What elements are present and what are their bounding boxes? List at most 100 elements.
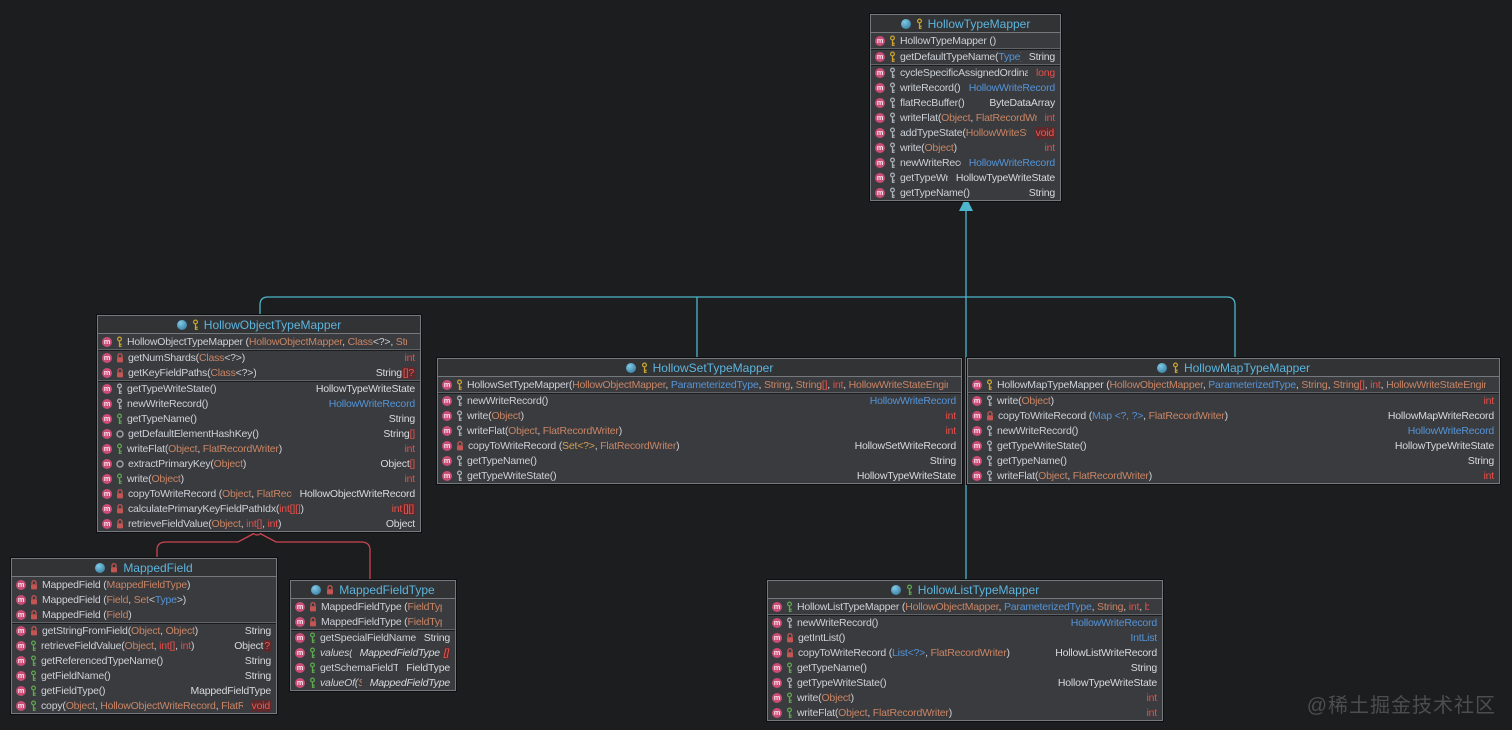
member-row-getDefaultElementHashKey[interactable]: m getDefaultElementHashKey() String[] — [98, 426, 420, 441]
member-row-newWriteRecord[interactable]: m newWriteRecord() HollowWriteRecord — [871, 155, 1060, 170]
member-row-write[interactable]: m write(Object) int — [871, 140, 1060, 155]
member-row-copy[interactable]: m copy(Object, HollowObjectWriteRecord, … — [12, 698, 276, 713]
member-row-extractPrimaryKey[interactable]: m extractPrimaryKey(Object) Object[] — [98, 456, 420, 471]
member-row-getTypeName[interactable]: m getTypeName() String — [768, 660, 1162, 675]
package-key-icon — [192, 319, 198, 330]
member-row-MappedField[interactable]: m MappedField (MappedFieldType) — [12, 577, 276, 592]
member-row-newWriteRecord[interactable]: m newWriteRecord() HollowWriteRecord — [438, 393, 961, 408]
member-return-type: IntList — [1130, 631, 1157, 644]
protected-key-icon — [889, 82, 896, 93]
member-row-HollowListTypeMapper[interactable]: m HollowListTypeMapper (HollowObjectMapp… — [768, 599, 1162, 615]
member-row-MappedField[interactable]: m MappedField (Field, Set<Type>) — [12, 592, 276, 607]
member-row-values[interactable]: m values() MappedFieldType [] — [291, 645, 455, 660]
member-row-write[interactable]: m write(Object) int — [98, 471, 420, 486]
class-box-HollowMapTypeMapper[interactable]: HollowMapTypeMapper m HollowMapTypeMappe… — [966, 357, 1501, 485]
member-row-retrieveFieldValue[interactable]: m retrieveFieldValue(Object, int[], int)… — [12, 638, 276, 653]
member-row-cycleSpecificAssignedOrdinalBits[interactable]: m cycleSpecificAssignedOrdinalBits () lo… — [871, 65, 1060, 80]
member-row-getSchemaFieldType[interactable]: m getSchemaFieldType() FieldType — [291, 660, 455, 675]
member-row-HollowTypeMapper[interactable]: m HollowTypeMapper () — [871, 33, 1060, 49]
class-title[interactable]: HollowObjectTypeMapper — [98, 316, 420, 334]
member-return-type: HollowMapWriteRecord — [1387, 409, 1494, 422]
member-row-getTypeName[interactable]: m getTypeName() String — [98, 411, 420, 426]
member-row-getTypeName[interactable]: m getTypeName() String — [968, 453, 1499, 468]
member-return-type: HollowListWriteRecord — [1055, 646, 1157, 659]
member-row-getFieldType[interactable]: m getFieldType() MappedFieldType — [12, 683, 276, 698]
member-return-type: int — [404, 442, 416, 455]
member-row-newWriteRecord[interactable]: m newWriteRecord() HollowWriteRecord — [968, 423, 1499, 438]
member-row-writeFlat[interactable]: m writeFlat(Object, FlatRecordWriter) in… — [871, 110, 1060, 125]
member-row-writeFlat[interactable]: m writeFlat(Object, FlatRecordWriter) in… — [438, 423, 961, 438]
member-row-getSpecialFieldName[interactable]: m getSpecialFieldName() String — [291, 630, 455, 645]
member-row-MappedFieldType[interactable]: m MappedFieldType (FieldType, String) — [291, 599, 455, 614]
class-title[interactable]: HollowTypeMapper — [871, 15, 1060, 33]
member-row-getReferencedTypeName[interactable]: m getReferencedTypeName() String — [12, 653, 276, 668]
member-row-flatRecBuffer[interactable]: m flatRecBuffer() ByteDataArray — [871, 95, 1060, 110]
method-icon: m — [16, 594, 26, 605]
class-box-MappedFieldType[interactable]: MappedFieldType m MappedFieldType (Field… — [289, 579, 457, 692]
member-row-write[interactable]: m write(Object) int — [768, 690, 1162, 705]
member-signature: getSpecialFieldName() — [320, 631, 416, 644]
member-row-getTypeWriteState[interactable]: m getTypeWriteState() HollowTypeWriteSta… — [98, 381, 420, 396]
member-row-writeFlat[interactable]: m writeFlat(Object, FlatRecordWriter) in… — [98, 441, 420, 456]
watermark: @稀土掘金技术社区 — [1306, 695, 1496, 717]
member-row-getFieldName[interactable]: m getFieldName() String — [12, 668, 276, 683]
member-row-getTypeWriteState[interactable]: m getTypeWriteState() HollowTypeWriteSta… — [871, 170, 1060, 185]
member-return-type: HollowTypeWriteState — [1394, 439, 1494, 452]
member-row-getIntList[interactable]: m getIntList() IntList — [768, 630, 1162, 645]
class-title[interactable]: HollowListTypeMapper — [768, 581, 1162, 599]
member-row-write[interactable]: m write(Object) int — [968, 393, 1499, 408]
member-row-HollowMapTypeMapper[interactable]: m HollowMapTypeMapper (HollowObjectMappe… — [968, 377, 1499, 393]
member-row-MappedFieldType[interactable]: m MappedFieldType (FieldType) — [291, 614, 455, 630]
member-return-type: void — [250, 699, 271, 712]
member-row-write[interactable]: m write(Object) int — [438, 408, 961, 423]
member-signature: writeFlat(Object, FlatRecordWriter) — [467, 424, 623, 437]
member-return-type: MappedFieldType [] — [359, 646, 450, 659]
member-row-getDefaultTypeName[interactable]: m getDefaultTypeName(Type) String — [871, 49, 1060, 65]
member-row-getTypeWriteState[interactable]: m getTypeWriteState() HollowTypeWriteSta… — [438, 468, 961, 483]
member-signature: copy(Object, HollowObjectWriteRecord, Fl… — [41, 699, 243, 712]
member-row-newWriteRecord[interactable]: m newWriteRecord() HollowWriteRecord — [768, 615, 1162, 630]
member-return-type: String — [423, 631, 450, 644]
protected-key-icon — [456, 410, 463, 421]
member-row-getTypeName[interactable]: m getTypeName() String — [871, 185, 1060, 200]
member-row-copyToWriteRecord[interactable]: m copyToWriteRecord (Map <?, ?>, FlatRec… — [968, 408, 1499, 423]
member-row-retrieveFieldValue[interactable]: m retrieveFieldValue(Object, int[], int)… — [98, 516, 420, 531]
member-row-addTypeState[interactable]: m addTypeState(HollowWriteStateEngine) v… — [871, 125, 1060, 140]
class-title[interactable]: HollowSetTypeMapper — [438, 359, 961, 377]
member-row-getKeyFieldPaths[interactable]: m getKeyFieldPaths(Class<?>) String[]? — [98, 365, 420, 381]
member-row-writeFlat[interactable]: m writeFlat(Object, FlatRecordWriter) in… — [968, 468, 1499, 483]
member-row-MappedField[interactable]: m MappedField (Field) — [12, 607, 276, 623]
class-title[interactable]: HollowMapTypeMapper — [968, 359, 1499, 377]
member-row-HollowObjectTypeMapper[interactable]: m HollowObjectTypeMapper (HollowObjectMa… — [98, 334, 420, 350]
class-box-MappedField[interactable]: MappedField m MappedField (MappedFieldTy… — [10, 557, 278, 715]
member-row-calculatePrimaryKeyFieldPathIdx[interactable]: m calculatePrimaryKeyFieldPathIdx(int[][… — [98, 501, 420, 516]
member-row-getNumShards[interactable]: m getNumShards(Class<?>) int — [98, 350, 420, 365]
member-row-getTypeWriteState[interactable]: m getTypeWriteState() HollowTypeWriteSta… — [968, 438, 1499, 453]
member-row-HollowSetTypeMapper[interactable]: m HollowSetTypeMapper(HollowObjectMapper… — [438, 377, 961, 393]
member-row-getStringFromField[interactable]: m getStringFromField(Object, Object) Str… — [12, 623, 276, 638]
class-box-HollowObjectTypeMapper[interactable]: HollowObjectTypeMapper m HollowObjectTyp… — [96, 314, 422, 533]
member-row-copyToWriteRecord[interactable]: m copyToWriteRecord (List<?>, FlatRecord… — [768, 645, 1162, 660]
class-title[interactable]: MappedField — [12, 559, 276, 577]
member-return-type: Object[] — [380, 457, 415, 470]
member-return-type: String — [929, 454, 956, 467]
member-row-copyToWriteRecord[interactable]: m copyToWriteRecord (Object, FlatRecordW… — [98, 486, 420, 501]
class-box-HollowTypeMapper[interactable]: HollowTypeMapper m HollowTypeMapper () m… — [869, 13, 1062, 202]
protected-key-icon — [889, 97, 896, 108]
member-row-writeRecord[interactable]: m writeRecord() HollowWriteRecord — [871, 80, 1060, 95]
member-row-newWriteRecord[interactable]: m newWriteRecord() HollowWriteRecord — [98, 396, 420, 411]
member-row-copyToWriteRecord[interactable]: m copyToWriteRecord (Set<?>, FlatRecordW… — [438, 438, 961, 453]
member-row-valueOf[interactable]: m valueOf(String) MappedFieldType — [291, 675, 455, 690]
member-signature: HollowMapTypeMapper (HollowObjectMapper,… — [997, 378, 1486, 391]
class-title[interactable]: MappedFieldType — [291, 581, 455, 599]
package-key-icon — [116, 336, 123, 347]
member-row-getTypeWriteState[interactable]: m getTypeWriteState() HollowTypeWriteSta… — [768, 675, 1162, 690]
class-box-HollowListTypeMapper[interactable]: HollowListTypeMapper m HollowListTypeMap… — [766, 579, 1164, 722]
class-box-HollowSetTypeMapper[interactable]: HollowSetTypeMapper m HollowSetTypeMappe… — [436, 357, 963, 485]
package-local-circle-icon — [116, 429, 124, 438]
member-return-type: String — [388, 412, 415, 425]
member-row-getTypeName[interactable]: m getTypeName() String — [438, 453, 961, 468]
member-signature: MappedField (Field) — [42, 608, 132, 621]
member-row-writeFlat[interactable]: m writeFlat(Object, FlatRecordWriter) in… — [768, 705, 1162, 720]
